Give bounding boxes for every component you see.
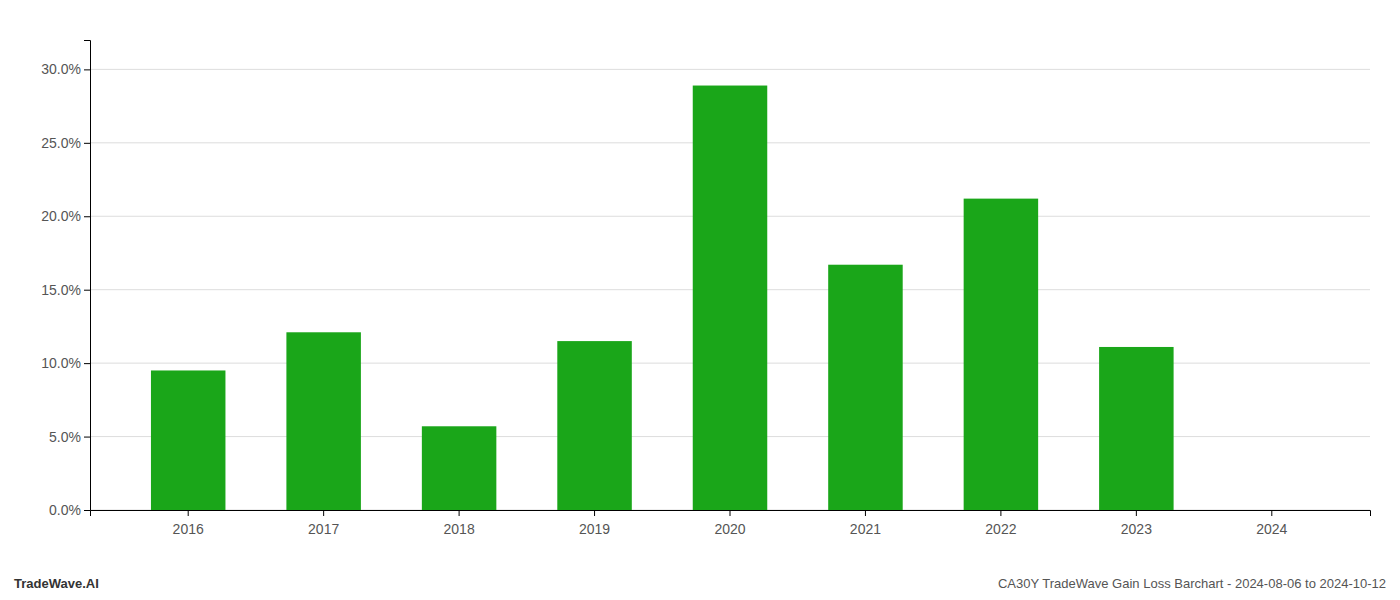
y-tick-mark (84, 143, 90, 144)
x-tick: 2017 (308, 510, 339, 537)
plot-area (151, 86, 1174, 510)
y-tick: 0.0% (49, 502, 90, 518)
bar (1235, 510, 1309, 511)
y-tick-mark (84, 363, 90, 364)
y-tick: 10.0% (41, 355, 90, 371)
y-tick-label: 15.0% (41, 282, 81, 298)
x-tick-label: 2017 (308, 521, 339, 537)
x-tick-label: 2022 (985, 521, 1016, 537)
x-tick-mark (1136, 510, 1137, 516)
x-tick-label: 2019 (579, 521, 610, 537)
x-tick-mark (730, 510, 731, 516)
footer-left: TradeWave.AI (14, 576, 99, 591)
bar (1099, 347, 1173, 510)
x-tick: 2024 (1256, 510, 1287, 537)
bar (151, 370, 225, 510)
y-tick-mark (84, 437, 90, 438)
x-tick-mark (1000, 510, 1001, 516)
y-tick-label: 5.0% (49, 429, 81, 445)
bar (557, 341, 631, 510)
x-axis: 2016 2017 2018 2019 2020 2021 2022 2023 2024 (91, 510, 1371, 537)
x-tick: 2016 (173, 510, 204, 537)
bar (422, 426, 496, 510)
y-tick: 15.0% (41, 282, 90, 298)
bar (286, 332, 360, 510)
x-tick-label: 2020 (714, 521, 745, 537)
y-tick-label: 30.0% (41, 61, 81, 77)
y-tick: 20.0% (41, 208, 90, 224)
grid (90, 69, 1370, 510)
x-tick: 2021 (850, 510, 881, 537)
y-tick-mark (84, 510, 90, 511)
y-tick-label: 20.0% (41, 208, 81, 224)
x-tick-mark (1271, 510, 1272, 516)
y-axis-line (84, 41, 91, 511)
footer: TradeWave.AI CA30Y TradeWave Gain Loss Ba… (14, 576, 1386, 591)
y-tick: 30.0% (41, 61, 90, 77)
x-tick-label: 2024 (1256, 521, 1287, 537)
x-tick-label: 2023 (1121, 521, 1152, 537)
y-tick: 25.0% (41, 135, 90, 151)
bar (964, 199, 1038, 510)
y-tick-mark (84, 69, 90, 70)
y-tick-label: 0.0% (49, 502, 81, 518)
y-tick: 5.0% (49, 429, 90, 445)
bar (693, 86, 767, 510)
x-tick: 2023 (1121, 510, 1152, 537)
x-tick-mark (188, 510, 189, 516)
x-axis-line (91, 511, 1371, 517)
x-tick-mark (459, 510, 460, 516)
x-tick: 2018 (444, 510, 475, 537)
y-tick-mark (84, 216, 90, 217)
bar (828, 265, 902, 510)
x-tick-label: 2021 (850, 521, 881, 537)
y-tick-mark (84, 290, 90, 291)
x-tick-mark (594, 510, 595, 516)
footer-right: CA30Y TradeWave Gain Loss Barchart - 202… (998, 576, 1386, 591)
x-tick-mark (323, 510, 324, 516)
y-tick-label: 10.0% (41, 355, 81, 371)
grid-line (90, 69, 1370, 70)
x-tick: 2019 (579, 510, 610, 537)
chart: 0.0%5.0%10.0%15.0%20.0%25.0%30.0%2016201… (0, 0, 1400, 600)
y-tick-label: 25.0% (41, 135, 81, 151)
y-axis: 0.0% 5.0% 10.0% 15.0% 20.0% 25.0% 30.0% (41, 41, 90, 518)
x-tick: 2022 (985, 510, 1016, 537)
x-tick-label: 2016 (173, 521, 204, 537)
x-tick: 2020 (714, 510, 745, 537)
x-tick-mark (865, 510, 866, 516)
x-tick-label: 2018 (444, 521, 475, 537)
